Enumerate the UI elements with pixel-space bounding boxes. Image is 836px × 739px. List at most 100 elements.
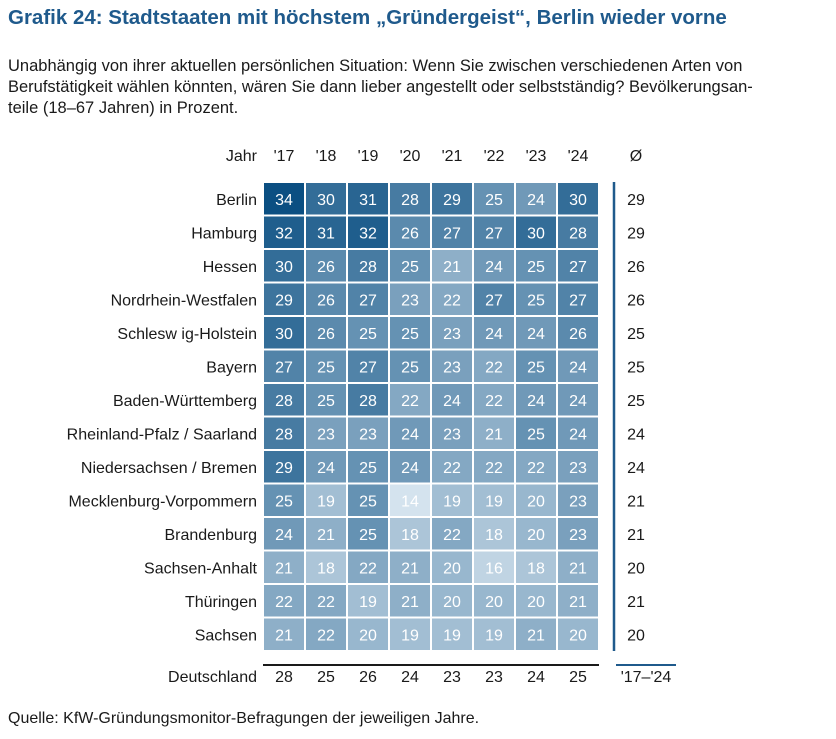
cell-label: 20 bbox=[569, 627, 587, 644]
heatmap-cell bbox=[556, 616, 600, 652]
heatmap-cell bbox=[304, 348, 348, 384]
heatmap-cell bbox=[388, 315, 432, 351]
avg-value: 25 bbox=[627, 326, 645, 343]
cell-label: 24 bbox=[485, 326, 503, 343]
avg-value: 25 bbox=[627, 393, 645, 410]
cell-label: 30 bbox=[275, 326, 293, 343]
heatmap-cell bbox=[262, 583, 306, 619]
avg-value: 24 bbox=[627, 460, 645, 477]
cell-label: 27 bbox=[485, 225, 503, 242]
row-label: Schlesw ig-Holstein bbox=[117, 326, 257, 343]
row-label: Baden-Württemberg bbox=[113, 393, 257, 410]
cell-label: 23 bbox=[569, 460, 587, 477]
cell-label: 21 bbox=[275, 560, 293, 577]
cell-label: 19 bbox=[401, 627, 419, 644]
cell-label: 22 bbox=[485, 460, 503, 477]
row-label: Thüringen bbox=[185, 594, 257, 611]
cell-label: 21 bbox=[401, 560, 419, 577]
heatmap-cell bbox=[346, 482, 390, 518]
heatmap-cell bbox=[388, 214, 432, 250]
cell-label: 22 bbox=[443, 292, 461, 309]
cell-label: 23 bbox=[569, 527, 587, 544]
cell-label: 30 bbox=[527, 225, 545, 242]
cell-label: 25 bbox=[527, 359, 545, 376]
cell-label: 24 bbox=[527, 393, 545, 410]
heatmap-cell bbox=[304, 214, 348, 250]
cell-label: 19 bbox=[443, 493, 461, 510]
column-header: '22 bbox=[484, 148, 505, 165]
heatmap-cell bbox=[556, 214, 600, 250]
cell-label: 32 bbox=[275, 225, 293, 242]
cell-label: 29 bbox=[275, 292, 293, 309]
cell-label: 16 bbox=[485, 560, 503, 577]
subtitle-line: Berufstätigkeit wählen könnten, wären Si… bbox=[8, 78, 753, 96]
heatmap-cell bbox=[346, 348, 390, 384]
heatmap-cell bbox=[262, 248, 306, 284]
cell-label: 27 bbox=[485, 292, 503, 309]
cell-label: 34 bbox=[275, 192, 293, 209]
heatmap-cell bbox=[472, 482, 516, 518]
column-header: '24 bbox=[568, 148, 589, 165]
avg-value: 25 bbox=[627, 359, 645, 376]
cell-label: 19 bbox=[317, 493, 335, 510]
cell-label: 26 bbox=[317, 326, 335, 343]
cell-label: 20 bbox=[527, 527, 545, 544]
cell-label: 18 bbox=[527, 560, 545, 577]
column-header: '20 bbox=[400, 148, 421, 165]
row-label: Hessen bbox=[203, 259, 257, 276]
cell-label: 27 bbox=[275, 359, 293, 376]
heatmap-cell bbox=[556, 382, 600, 418]
heatmap-cell bbox=[472, 415, 516, 451]
cell-label: 22 bbox=[485, 359, 503, 376]
cell-label: 31 bbox=[317, 225, 335, 242]
heatmap-cell bbox=[472, 214, 516, 250]
cell-label: 20 bbox=[527, 493, 545, 510]
cell-label: 30 bbox=[275, 259, 293, 276]
cell-label: 32 bbox=[359, 225, 377, 242]
heatmap-cell bbox=[304, 181, 348, 217]
cell-label: 18 bbox=[317, 560, 335, 577]
cell-label: 24 bbox=[569, 426, 587, 443]
row-header: Jahr bbox=[226, 148, 258, 165]
cell-label: 23 bbox=[443, 326, 461, 343]
heatmap-cell bbox=[304, 248, 348, 284]
heatmap-cell bbox=[514, 348, 558, 384]
cell-label: 20 bbox=[527, 594, 545, 611]
cell-label: 24 bbox=[485, 259, 503, 276]
heatmap-cell bbox=[556, 248, 600, 284]
row-label: Hamburg bbox=[191, 225, 257, 242]
cell-label: 25 bbox=[527, 426, 545, 443]
cell-label: 29 bbox=[443, 192, 461, 209]
cell-label: 28 bbox=[359, 259, 377, 276]
cell-label: 26 bbox=[317, 292, 335, 309]
cell-label: 21 bbox=[569, 594, 587, 611]
heatmap-cell bbox=[304, 449, 348, 485]
cell-label: 25 bbox=[401, 326, 419, 343]
avg-value: 24 bbox=[627, 426, 645, 443]
heatmap-cell bbox=[346, 616, 390, 652]
cell-label: 22 bbox=[401, 393, 419, 410]
cell-label: 22 bbox=[485, 393, 503, 410]
column-header: '21 bbox=[442, 148, 463, 165]
heatmap-cell bbox=[262, 281, 306, 317]
heatmap-cell bbox=[388, 382, 432, 418]
column-header: '17 bbox=[274, 148, 295, 165]
cell-label: 18 bbox=[485, 527, 503, 544]
heatmap-cell bbox=[430, 315, 474, 351]
total-value: 24 bbox=[401, 669, 419, 686]
cell-label: 22 bbox=[317, 594, 335, 611]
heatmap-cell bbox=[430, 415, 474, 451]
total-label: Deutschland bbox=[168, 669, 257, 686]
cell-label: 28 bbox=[569, 225, 587, 242]
heatmap-cell bbox=[430, 516, 474, 552]
cell-label: 22 bbox=[359, 560, 377, 577]
cell-label: 24 bbox=[569, 359, 587, 376]
heatmap-cell bbox=[346, 415, 390, 451]
cell-label: 27 bbox=[359, 359, 377, 376]
chart-title: Grafik 24: Stadtstaaten mit höchstem „Gr… bbox=[8, 6, 727, 29]
cell-label: 22 bbox=[443, 527, 461, 544]
cell-label: 26 bbox=[401, 225, 419, 242]
avg-value: 20 bbox=[627, 560, 645, 577]
cell-label: 22 bbox=[317, 627, 335, 644]
cell-label: 21 bbox=[527, 627, 545, 644]
